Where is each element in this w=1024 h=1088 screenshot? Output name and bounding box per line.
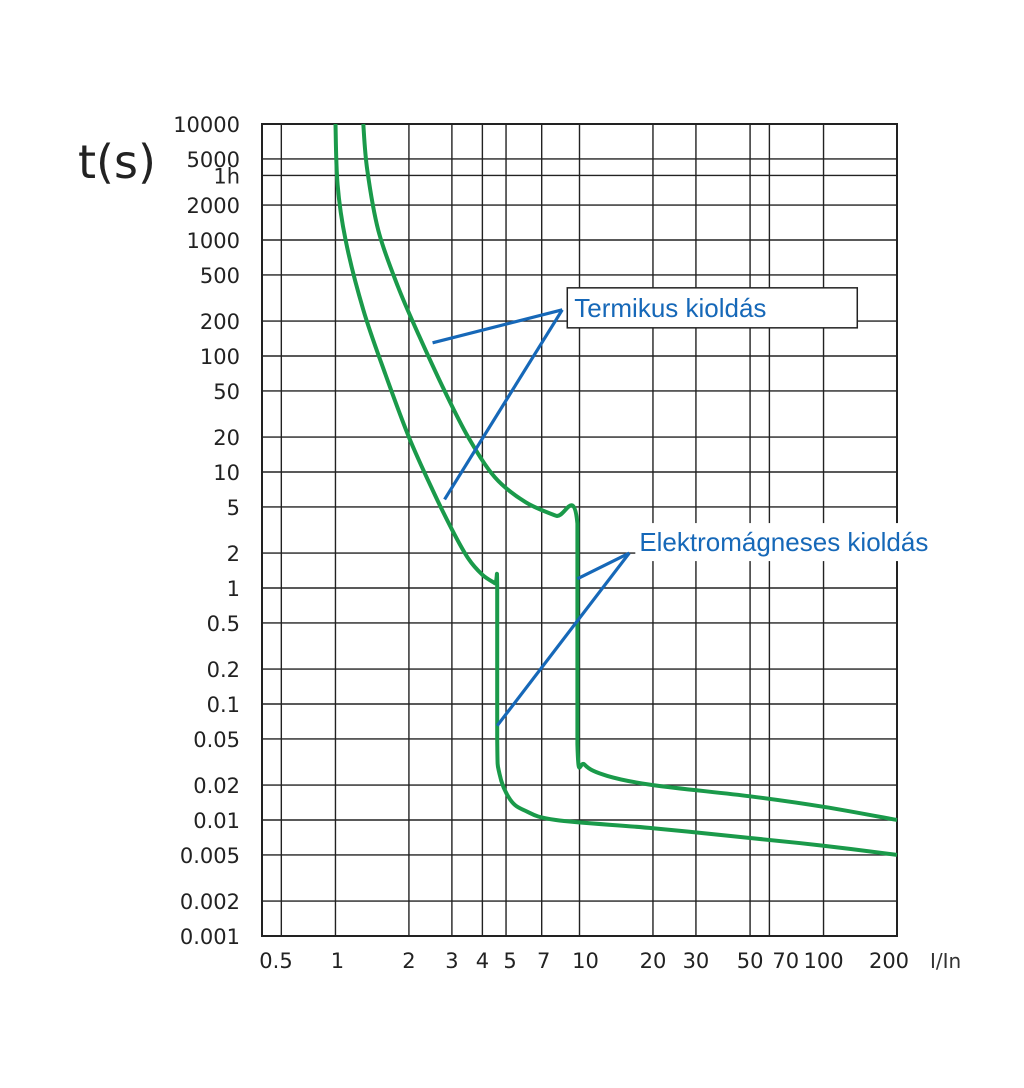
- callout-label: Termikus kioldás: [574, 293, 766, 323]
- y-tick-label: 10000: [173, 113, 240, 137]
- y-tick-label: 100: [200, 345, 240, 369]
- curves: [333, 123, 898, 857]
- callout-pointer: [495, 552, 631, 727]
- y-tick-label: 2: [227, 542, 240, 566]
- x-tick-label: 5: [503, 949, 516, 973]
- x-tick-label: 70: [772, 949, 799, 973]
- y-tick-label: 0.2: [207, 658, 240, 682]
- x-tick-label: 100: [803, 949, 843, 973]
- x-tick-label: 20: [640, 949, 667, 973]
- x-tick-label: 7: [537, 949, 550, 973]
- y-tick-label: 10: [213, 461, 240, 485]
- x-tick-label: 10: [572, 949, 599, 973]
- y-tick-label: 0.5: [207, 612, 240, 636]
- y-tick-label: 5: [227, 496, 240, 520]
- y-axis-title: t(s): [78, 135, 156, 189]
- y-tick-label: 50: [213, 380, 240, 404]
- y-tick-label: 0.1: [207, 693, 240, 717]
- callout-backdrop: [635, 523, 956, 562]
- y-tick-label: 1000: [187, 229, 240, 253]
- x-tick-label: 2: [402, 949, 415, 973]
- callout-pointer: [443, 308, 564, 501]
- y-tick-label: 0.01: [193, 809, 240, 833]
- annotations: Termikus kioldás Elektromágneses kioldás: [432, 287, 956, 727]
- x-tick-label: 0.5: [259, 949, 292, 973]
- x-tick-label: 1: [331, 949, 344, 973]
- x-axis-unit: I/In: [930, 949, 961, 973]
- x-tick-labels: 0.5 1 2 3 4 5 7 10 20 30 50 70 100 200: [259, 949, 909, 973]
- y-tick-label: 1: [227, 577, 240, 601]
- y-tick-label: 5000: [187, 148, 240, 172]
- y-tick-label: 500: [200, 264, 240, 288]
- y-tick-label: 0.02: [193, 774, 240, 798]
- y-tick-label: 20: [213, 426, 240, 450]
- callout-pointer: [576, 551, 631, 581]
- y-tick-label: 1h: [213, 164, 240, 188]
- x-tick-label: 50: [737, 949, 764, 973]
- trip-curve-1: [333, 123, 898, 857]
- callout-box: [566, 287, 859, 329]
- x-tick-label: 4: [476, 949, 489, 973]
- y-tick-label: 2000: [187, 194, 240, 218]
- x-tick-label: 200: [869, 949, 909, 973]
- x-tick-label: 30: [683, 949, 710, 973]
- y-tick-label: 0.001: [180, 925, 240, 949]
- callout-pointer: [432, 308, 563, 345]
- y-tick-label: 0.002: [180, 890, 240, 914]
- y-tick-label: 0.005: [180, 844, 240, 868]
- y-tick-label: 0.05: [193, 728, 240, 752]
- callout-label: Elektromágneses kioldás: [639, 527, 928, 557]
- trip-curve-2: [361, 123, 898, 822]
- x-tick-label: 3: [445, 949, 458, 973]
- y-tick-label: 200: [200, 310, 240, 334]
